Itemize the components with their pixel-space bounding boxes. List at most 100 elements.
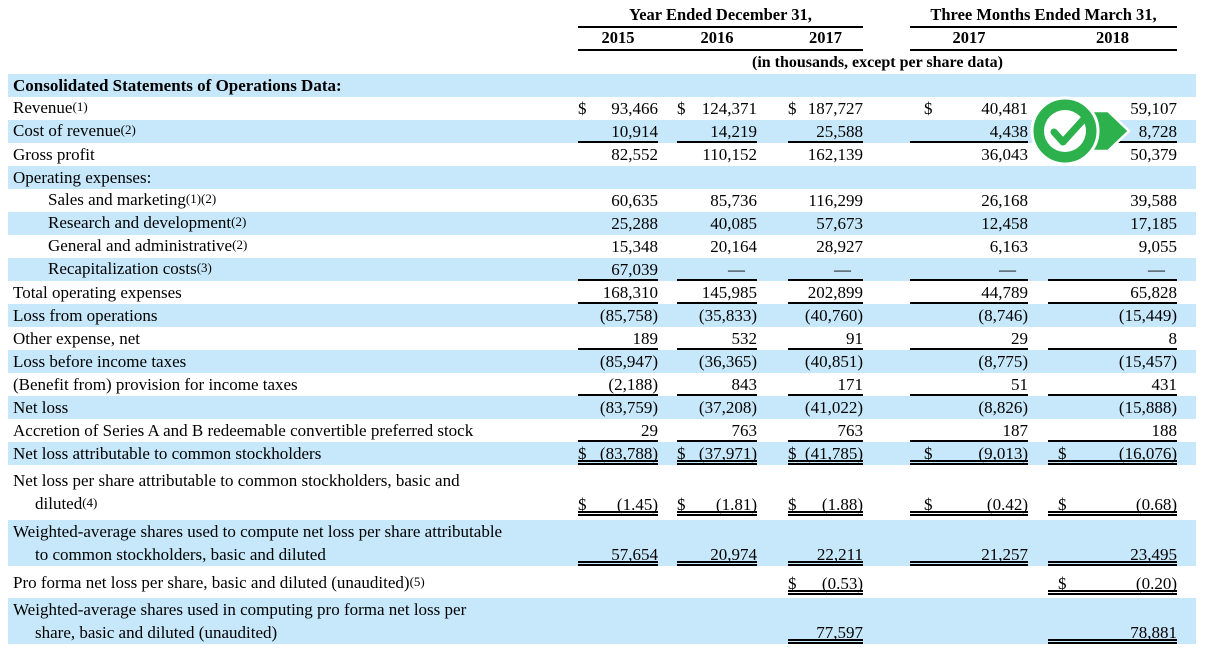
operating-expenses-header-row: Operating expenses: — [8, 166, 1196, 189]
net-loss-attributable-to-common-stockholders-label: Net loss attributable to common stockhol… — [13, 444, 322, 463]
operating-expenses-header-label: Operating expenses: — [13, 168, 152, 187]
sales-and-marketing-value-col5: 39,588 — [1130, 191, 1177, 210]
pro-forma-net-loss-per-share-value-col3: $ (0.53) — [788, 574, 863, 595]
loss-before-income-taxes-value-col2: (36,365) — [698, 352, 757, 371]
loss-from-operations-value-col2: (35,833) — [698, 306, 757, 325]
net-loss-row: Net loss (83,759) (37,208) (41,022) (8,826) (… — [8, 396, 1196, 419]
footnote-marker: (2) — [231, 214, 247, 229]
check-icon — [1030, 96, 1131, 166]
column-header-2015: 2015 — [601, 28, 635, 47]
net-loss-per-share-row: Net loss per share attributable to commo… — [8, 470, 1196, 516]
revenue-value-col1: $93,466 — [578, 99, 658, 118]
benefit-from-provision-for-income-taxes-row: (Benefit from) provision for income taxe… — [8, 373, 1196, 396]
general-and-administrative-label: General and administrative(2) — [48, 236, 248, 255]
benefit-from-provision-for-income-taxes-value-col5: 431 — [1048, 373, 1177, 396]
loss-from-operations-row: Loss from operations (85,758) (35,833) (40,… — [8, 304, 1196, 327]
research-and-development-value-col2: 40,085 — [710, 214, 757, 233]
section-header-label: Consolidated Statements of Operations Da… — [13, 76, 342, 95]
footnote-marker: (3) — [196, 260, 212, 275]
weighted-average-pro-forma-shares-label: Weighted-average shares used in computin… — [13, 600, 467, 642]
check-badge — [1028, 94, 1134, 168]
section-header-row: Consolidated Statements of Operations Da… — [8, 74, 1196, 97]
cost-of-revenue-value-col1: 10,914 — [578, 120, 658, 143]
benefit-from-provision-for-income-taxes-value-col1: (2,188) — [578, 373, 658, 396]
sales-and-marketing-label: Sales and marketing(1)(2) — [48, 190, 217, 209]
annual-years-row: 2015 2016 2017 — [578, 28, 863, 51]
general-and-administrative-value-col4: 6,163 — [989, 237, 1028, 256]
other-expense-net-value-col2: 532 — [677, 327, 757, 350]
footnote-marker: (1)(2) — [185, 191, 217, 206]
recapitalization-costs-value-col1: 67,039 — [578, 258, 658, 281]
total-operating-expenses-value-col2: 145,985 — [677, 281, 757, 304]
weighted-average-pro-forma-shares-value-col5: 78,881 — [1048, 621, 1177, 644]
weighted-average-shares-value-col2: 20,974 — [677, 543, 757, 566]
footnote-marker: (5) — [409, 574, 425, 589]
recapitalization-costs-value-col2: — — [677, 258, 757, 281]
net-loss-attributable-to-common-stockholders-value-col4: $ (9,013) — [910, 442, 1028, 465]
loss-before-income-taxes-value-col3: (40,851) — [804, 352, 863, 371]
general-and-administrative-row: General and administrative(2) 15,348 20,16… — [8, 235, 1196, 258]
total-operating-expenses-value-col4: 44,789 — [910, 281, 1028, 304]
benefit-from-provision-for-income-taxes-value-col2: 843 — [677, 373, 757, 396]
research-and-development-value-col5: 17,185 — [1130, 214, 1177, 233]
units-note: (in thousands, except per share data) — [752, 54, 1003, 71]
other-expense-net-label: Other expense, net — [13, 329, 140, 348]
loss-from-operations-value-col3: (40,760) — [804, 306, 863, 325]
net-loss-per-share-value-col3: $ (1.88) — [788, 495, 863, 516]
cost-of-revenue-label: Cost of revenue(2) — [13, 121, 136, 140]
weighted-average-pro-forma-shares-value-col4 — [910, 621, 1028, 644]
cost-of-revenue-value-col4: 4,438 — [910, 120, 1028, 143]
recapitalization-costs-row: Recapitalization costs(3) 67,039 — — — — — [8, 258, 1196, 281]
net-loss-attributable-to-common-stockholders-value-col5: $ (16,076) — [1048, 442, 1177, 465]
net-loss-per-share-value-col2: $ (1.81) — [677, 495, 757, 516]
gross-profit-value-col3: 162,139 — [807, 145, 863, 164]
weighted-average-shares-value-col1: 57,654 — [578, 543, 658, 566]
footnote-marker: (1) — [72, 99, 88, 114]
pro-forma-net-loss-per-share-label: Pro forma net loss per share, basic and … — [13, 573, 425, 592]
net-loss-attributable-to-common-stockholders-value-col3: $ (41,785) — [788, 444, 863, 465]
footnote-marker: (4) — [82, 495, 98, 510]
gross-profit-value-col2: 110,152 — [702, 145, 757, 164]
accretion-preferred-stock-label: Accretion of Series A and B redeemable c… — [13, 421, 474, 440]
net-loss-value-col1: (83,759) — [599, 398, 658, 417]
revenue-row: Revenue(1) $93,466 $124,371 $187,727 $40,481… — [8, 97, 1196, 120]
cost-of-revenue-value-col3: 25,588 — [788, 120, 863, 143]
other-expense-net-value-col4: 29 — [910, 327, 1028, 350]
weighted-average-shares-label: Weighted-average shares used to compute … — [13, 522, 503, 564]
total-operating-expenses-value-col1: 168,310 — [578, 281, 658, 304]
net-loss-value-col3: (41,022) — [804, 398, 863, 417]
footnote-marker: (2) — [232, 237, 248, 252]
recapitalization-costs-value-col5: — — [1048, 258, 1177, 281]
recapitalization-costs-value-col4: — — [910, 258, 1028, 281]
sales-and-marketing-value-col4: 26,168 — [981, 191, 1028, 210]
net-loss-per-share-label: Net loss per share attributable to commo… — [13, 471, 460, 513]
net-loss-attributable-to-common-stockholders-value-col1: $ (83,788) — [578, 444, 658, 465]
total-operating-expenses-label: Total operating expenses — [13, 283, 182, 302]
revenue-value-col3: $187,727 — [788, 99, 863, 118]
other-expense-net-value-col5: 8 — [1048, 327, 1177, 350]
loss-before-income-taxes-value-col5: (15,457) — [1118, 352, 1177, 371]
table-body: Consolidated Statements of Operations Da… — [0, 74, 1210, 644]
weighted-average-shares-value-col3: 22,211 — [788, 543, 863, 566]
three-months-group-header: Three Months Ended March 31, — [910, 5, 1177, 28]
sales-and-marketing-row: Sales and marketing(1)(2) 60,635 85,736 116… — [8, 189, 1196, 212]
net-loss-label: Net loss — [13, 398, 69, 417]
loss-before-income-taxes-row: Loss before income taxes (85,947) (36,365)… — [8, 350, 1196, 373]
general-and-administrative-value-col3: 28,927 — [816, 237, 863, 256]
gross-profit-value-col1: 82,552 — [611, 145, 658, 164]
accretion-preferred-stock-value-col2: 763 — [677, 419, 757, 442]
year-ended-group-header: Year Ended December 31, — [578, 5, 863, 28]
research-and-development-value-col1: 25,288 — [611, 214, 658, 233]
pro-forma-net-loss-per-share-value-col2 — [677, 572, 757, 595]
gross-profit-value-col4: 36,043 — [981, 145, 1028, 164]
column-header-2017: 2017 — [809, 28, 842, 47]
net-loss-per-share-value-col1: $ (1.45) — [578, 495, 658, 516]
research-and-development-value-col3: 57,673 — [816, 214, 863, 233]
research-and-development-value-col4: 12,458 — [981, 214, 1028, 233]
gross-profit-row: Gross profit 82,552 110,152 162,139 36,043 50… — [8, 143, 1196, 166]
revenue-value-col2: $124,371 — [677, 99, 757, 118]
weighted-average-pro-forma-shares-row: Weighted-average shares used in computin… — [8, 598, 1196, 644]
total-operating-expenses-value-col3: 202,899 — [788, 281, 863, 304]
pro-forma-net-loss-per-share-value-col1 — [578, 572, 658, 595]
other-expense-net-value-col1: 189 — [578, 327, 658, 350]
